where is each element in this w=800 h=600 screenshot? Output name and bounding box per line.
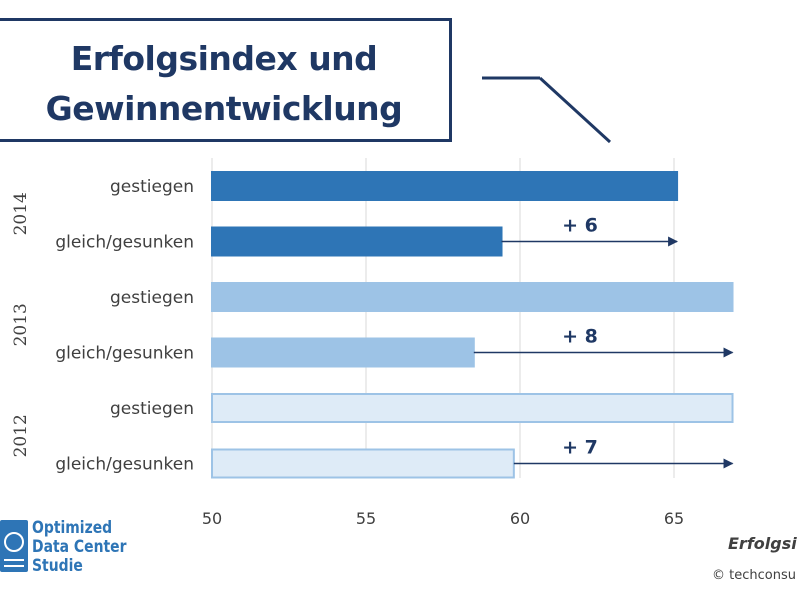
callout-line-diagonal — [538, 76, 612, 144]
annotation-label-2013: + 8 — [562, 326, 598, 348]
group-label-2012: 2012 — [11, 414, 31, 457]
bar-2013-gestiegen — [211, 282, 734, 312]
category-label: gleich/gesunken — [55, 344, 194, 364]
group-label-2014: 2014 — [11, 192, 31, 235]
logo-text-line-1: Optimized — [32, 518, 113, 538]
category-label: gestiegen — [110, 288, 194, 308]
category-label: gestiegen — [110, 399, 194, 419]
bar-2012-gleich-gesunken — [211, 448, 515, 479]
annotation-label-2012: + 7 — [562, 437, 598, 459]
category-label: gleich/gesunken — [55, 455, 194, 475]
category-label: gestiegen — [110, 177, 194, 197]
logo-text-line-3: Studie — [32, 556, 83, 576]
group-label-2013: 2013 — [11, 303, 31, 346]
category-label: gleich/gesunken — [55, 233, 194, 253]
footer-chart-caption: Erfolgsi — [728, 534, 797, 553]
x-tick-label: 50 — [202, 509, 222, 528]
bar-2013-gleich-gesunken — [211, 337, 475, 368]
footer-copyright: © techconsu — [712, 568, 796, 583]
x-tick-label: 60 — [510, 509, 530, 528]
x-tick-label: 65 — [664, 509, 684, 528]
bar-2014-gestiegen — [211, 171, 679, 201]
chart-title-box: Erfolgsindex und Gewinnentwicklung — [0, 18, 452, 142]
bar-2012-gestiegen — [211, 393, 734, 423]
chart-title-line-2: Gewinnentwicklung — [45, 89, 403, 128]
chart-title-line-1: Erfolgsindex und — [70, 39, 378, 78]
bar-2014-gleich-gesunken — [211, 226, 503, 257]
x-tick-label: 55 — [356, 509, 376, 528]
logo-text-line-2: Data Center — [32, 537, 127, 557]
optimized-data-center-logo: Optimized Data Center Studie — [0, 516, 130, 586]
annotation-label-2014: + 6 — [562, 215, 598, 237]
data-center-logo-icon — [0, 520, 28, 572]
